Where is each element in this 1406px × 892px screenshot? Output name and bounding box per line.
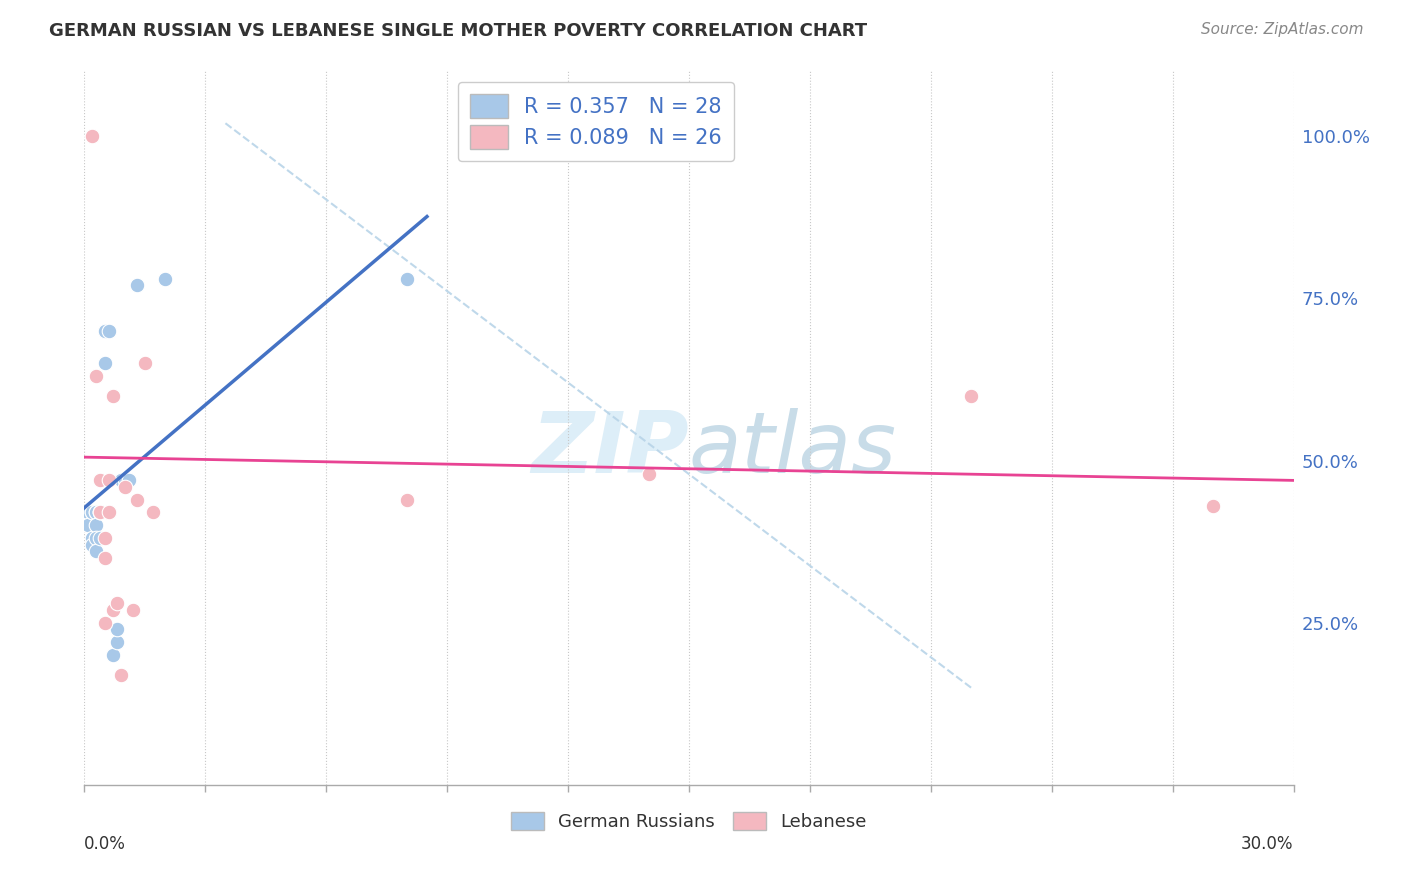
Point: [105, 596, 128, 610]
Point: [125, 492, 148, 507]
Point: [93, 550, 115, 565]
Point: [86, 518, 108, 533]
Point: [134, 356, 156, 370]
Point: [1202, 499, 1225, 513]
Point: [82, 532, 104, 546]
Point: [89, 532, 111, 546]
Point: [82, 129, 104, 144]
Point: [110, 667, 132, 681]
Point: [97, 473, 120, 487]
Point: [86, 532, 108, 546]
Point: [86, 506, 108, 520]
Legend: German Russians, Lebanese: German Russians, Lebanese: [502, 803, 876, 840]
Point: [121, 603, 143, 617]
Point: [82, 506, 104, 520]
Point: [89, 506, 111, 520]
Point: [86, 369, 108, 384]
Point: [82, 129, 104, 144]
Text: atlas: atlas: [689, 408, 897, 491]
Point: [86, 544, 108, 558]
Text: Source: ZipAtlas.com: Source: ZipAtlas.com: [1201, 22, 1364, 37]
Point: [89, 506, 111, 520]
Point: [86, 369, 108, 384]
Point: [77, 518, 100, 533]
Point: [105, 635, 128, 649]
Y-axis label: Single Mother Poverty: Single Mother Poverty: [0, 336, 8, 520]
Point: [105, 622, 128, 636]
Point: [101, 389, 124, 403]
Point: [114, 479, 136, 493]
Point: [82, 506, 104, 520]
Point: [93, 356, 115, 370]
Text: 30.0%: 30.0%: [1241, 835, 1294, 853]
Point: [93, 324, 115, 338]
Point: [114, 473, 136, 487]
Point: [93, 615, 115, 630]
Point: [125, 278, 148, 293]
Point: [77, 506, 100, 520]
Point: [89, 506, 111, 520]
Point: [395, 272, 418, 286]
Point: [82, 129, 104, 144]
Point: [93, 532, 115, 546]
Point: [960, 389, 983, 403]
Text: 0.0%: 0.0%: [84, 835, 127, 853]
Point: [118, 473, 141, 487]
Point: [86, 506, 108, 520]
Point: [97, 506, 120, 520]
Point: [153, 272, 176, 286]
Point: [101, 648, 124, 663]
Point: [97, 506, 120, 520]
Point: [637, 467, 659, 481]
Text: GERMAN RUSSIAN VS LEBANESE SINGLE MOTHER POVERTY CORRELATION CHART: GERMAN RUSSIAN VS LEBANESE SINGLE MOTHER…: [49, 22, 868, 40]
Point: [142, 506, 165, 520]
Point: [110, 473, 132, 487]
Point: [395, 492, 418, 507]
Point: [97, 324, 120, 338]
Text: ZIP: ZIP: [531, 408, 689, 491]
Point: [101, 603, 124, 617]
Point: [93, 324, 115, 338]
Point: [89, 473, 111, 487]
Point: [82, 538, 104, 552]
